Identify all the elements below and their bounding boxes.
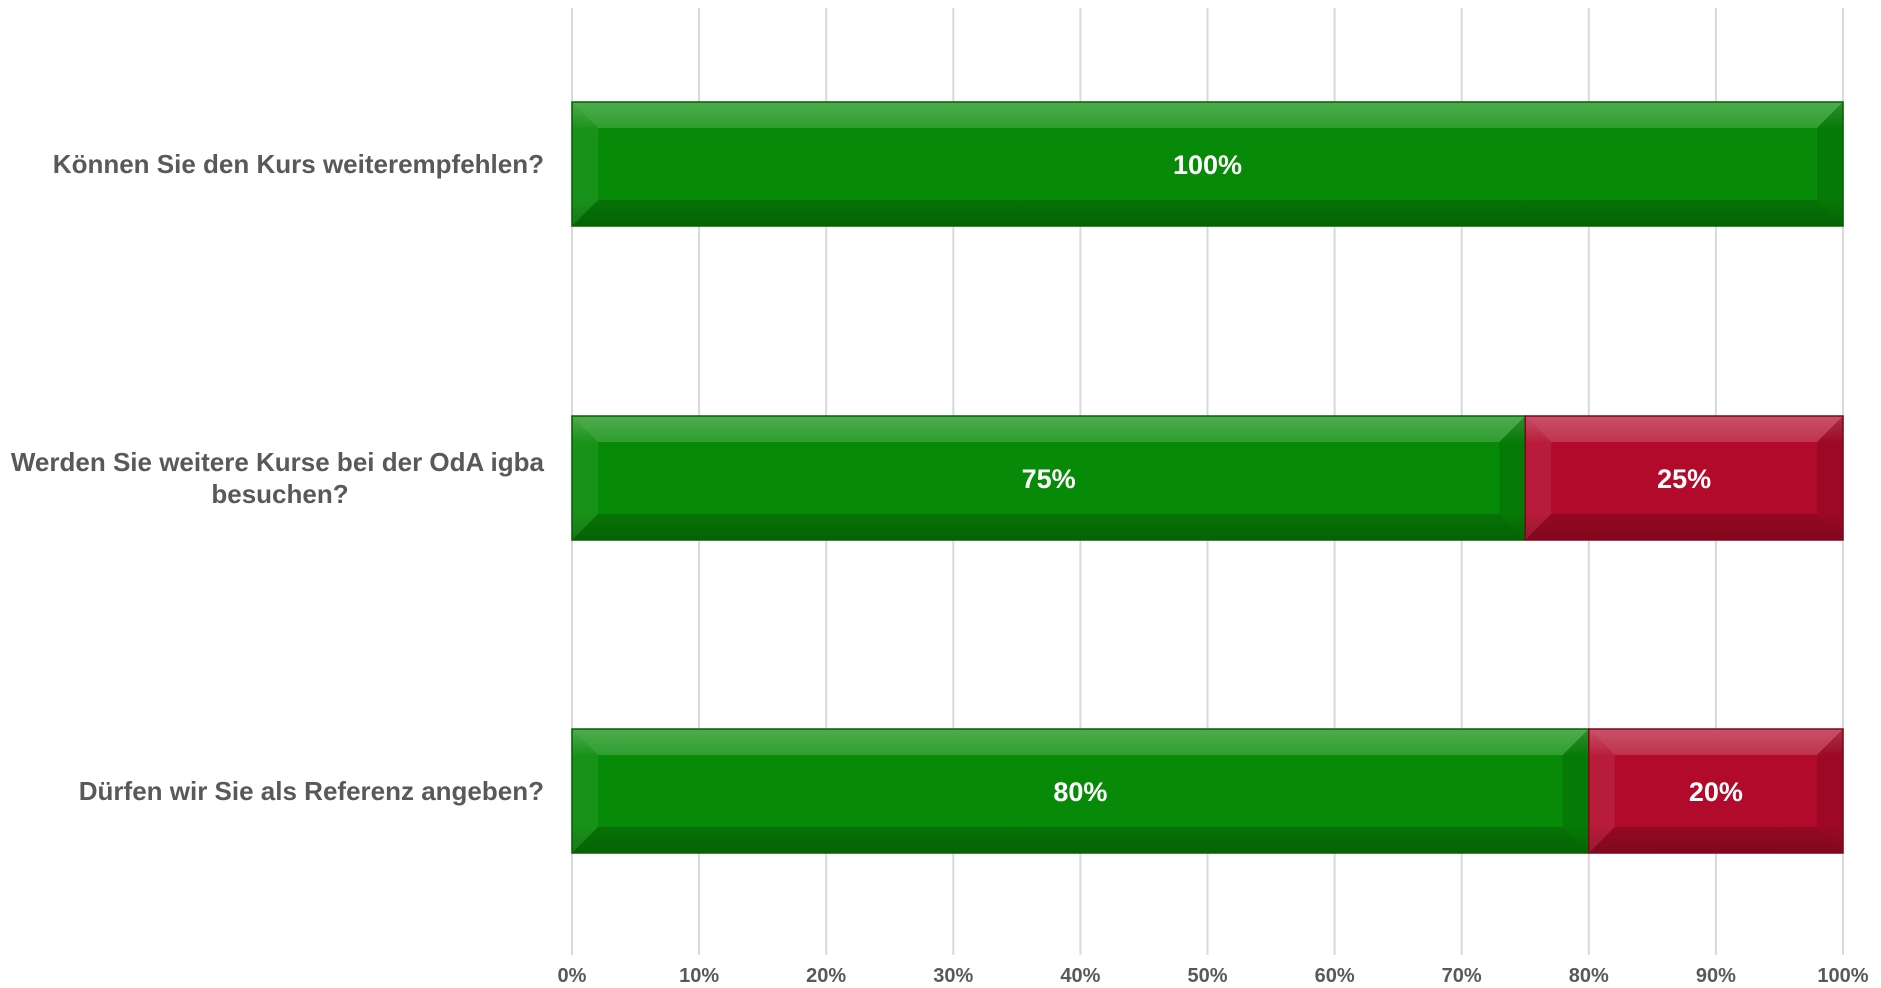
x-tick-label: 80%: [1569, 965, 1609, 987]
x-tick-label: 70%: [1442, 965, 1482, 987]
bar-segment: [571, 728, 1590, 854]
x-axis-tick-labels: 0% 10% 20% 30% 40% 50% 60% 70% 80% 90% 100%: [558, 965, 1869, 987]
category-labels: Können Sie den Kurs weiterempfehlen? Werd…: [11, 149, 545, 806]
category-label: besuchen?: [211, 479, 348, 509]
bar-segment: [571, 101, 1844, 227]
bar-segment: [1524, 415, 1844, 541]
x-tick-label: 60%: [1315, 965, 1355, 987]
bar-segment: [1588, 728, 1844, 854]
data-label: 25%: [1657, 464, 1711, 494]
x-tick-label: 90%: [1696, 965, 1736, 987]
x-tick-label: 0%: [558, 965, 587, 987]
x-tick-label: 30%: [933, 965, 973, 987]
x-tick-label: 100%: [1817, 965, 1868, 987]
data-label: 75%: [1022, 464, 1076, 494]
data-label: 80%: [1053, 777, 1107, 807]
category-label: Dürfen wir Sie als Referenz angeben?: [79, 776, 544, 806]
x-tick-label: 50%: [1187, 965, 1227, 987]
x-tick-label: 10%: [679, 965, 719, 987]
data-label: 20%: [1689, 777, 1743, 807]
category-label: Können Sie den Kurs weiterempfehlen?: [53, 149, 544, 179]
bars: 100% 75% 25% 80% 20%: [571, 101, 1844, 854]
x-tick-label: 40%: [1060, 965, 1100, 987]
bar-segment: [571, 415, 1526, 541]
x-tick-label: 20%: [806, 965, 846, 987]
category-label: Werden Sie weitere Kurse bei der OdA igb…: [11, 447, 545, 477]
data-label: 100%: [1173, 150, 1242, 180]
